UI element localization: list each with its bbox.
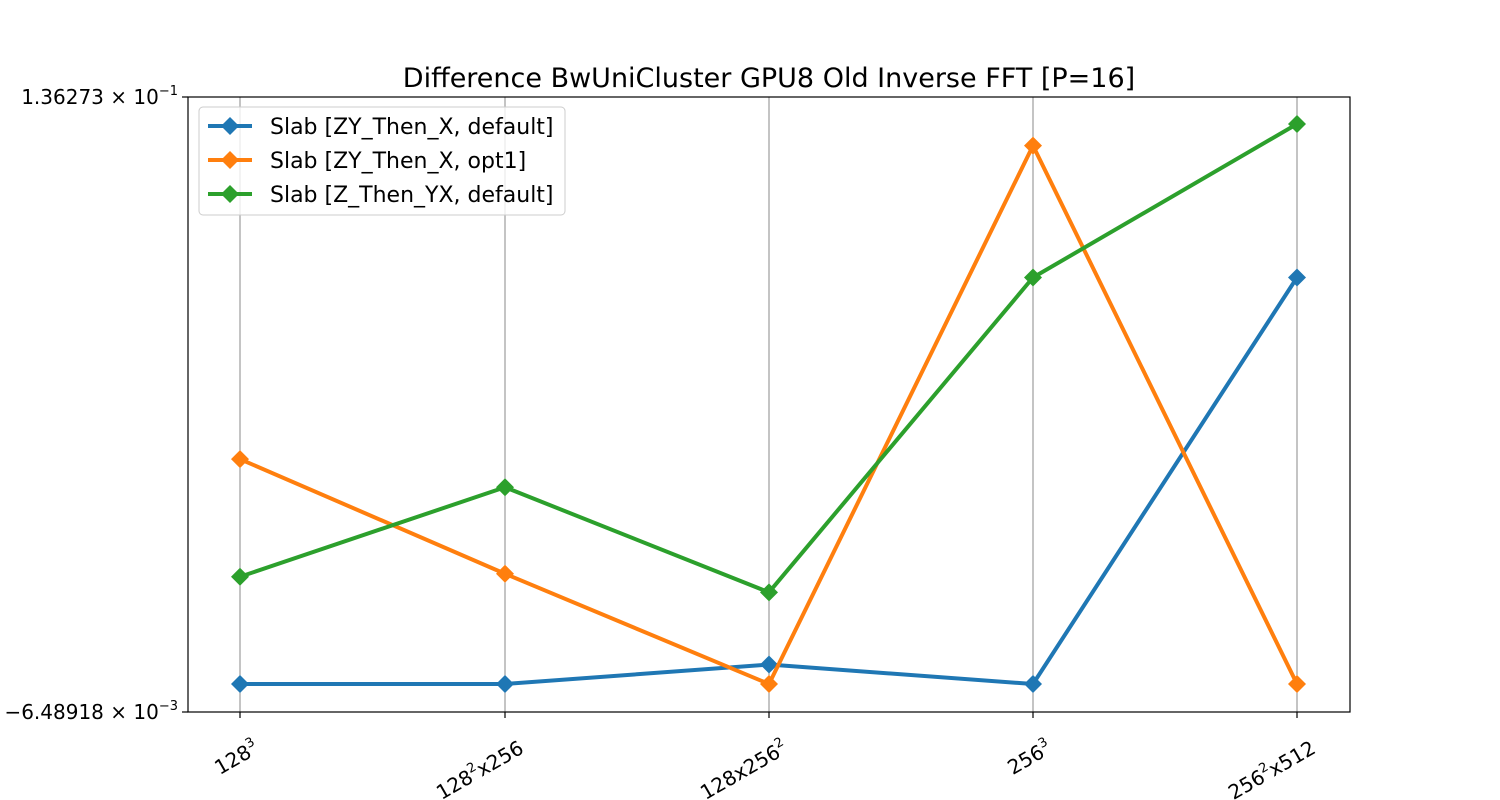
y-tick-label: −6.48918 × 10−3: [4, 699, 178, 724]
data-point-marker: [760, 655, 778, 674]
series-lines: [231, 115, 1306, 693]
legend-box: [198, 106, 566, 216]
data-point-marker: [1288, 675, 1306, 693]
data-point-marker: [760, 583, 778, 602]
legend-label-1: Slab [ZY_Then_X, opt1]: [270, 149, 526, 174]
legend-marker-0: [221, 117, 239, 135]
chart-title: Difference BwUniCluster GPU8 Old Inverse…: [403, 63, 1135, 94]
data-point-marker: [496, 675, 514, 693]
y-tick-label: 1.36273 × 10−1: [21, 84, 178, 109]
data-point-marker: [1288, 268, 1306, 287]
data-point-marker: [496, 478, 514, 497]
data-point-marker: [760, 675, 778, 693]
data-point-marker: [231, 675, 249, 693]
data-point-marker: [496, 564, 514, 583]
data-point-marker: [1024, 675, 1042, 693]
legend: Slab [ZY_Then_X, default] Slab [ZY_Then_X…: [198, 106, 566, 216]
data-point-marker: [1024, 268, 1042, 287]
data-point-marker: [1024, 136, 1042, 155]
legend-label-2: Slab [Z_Then_YX, default]: [270, 183, 554, 208]
data-point-marker: [231, 450, 249, 469]
legend-marker-2: [221, 185, 239, 203]
legend-marker-1: [221, 151, 239, 169]
data-point-marker: [1288, 115, 1306, 133]
legend-label-0: Slab [ZY_Then_X, default]: [270, 115, 554, 140]
data-point-marker: [231, 567, 249, 586]
y-axis-ticks: 1.36273 × 10−1 −6.48918 × 10−3: [4, 84, 188, 724]
